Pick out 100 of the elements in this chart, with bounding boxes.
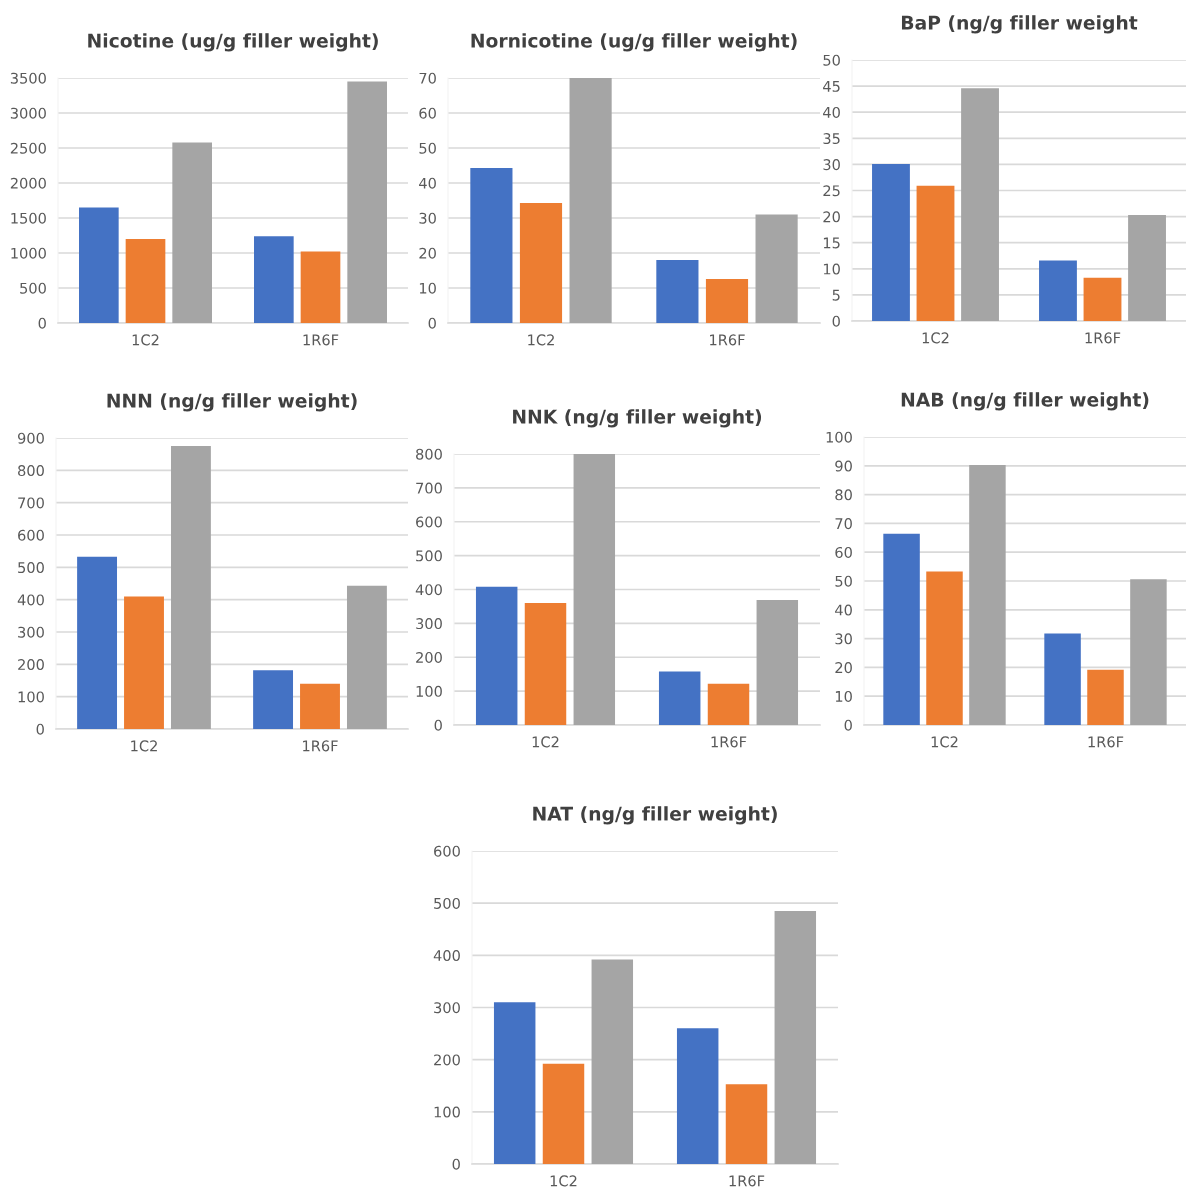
bar [705,278,749,323]
y-tick-label: 30 [419,212,436,224]
y-tick-label: 45 [823,81,840,92]
y-tick-label: 500 [434,897,460,909]
bar [519,202,563,323]
y-tick-label: 100 [18,691,44,703]
y-tick-label: 10 [823,263,840,275]
bar [755,214,798,323]
bar [707,683,750,725]
bar [493,1002,536,1164]
x-tick-label: 1C2 [550,1175,577,1187]
chart-title: Nornicotine (ug/g filler weight) [471,33,797,52]
y-tick-label: 0 [452,1158,460,1170]
y-tick-label: 30 [823,159,840,171]
bar [1128,215,1166,321]
y-tick-label: 300 [18,626,44,638]
bar [1039,260,1077,321]
bar [79,207,119,323]
x-tick-label: 1R6F [711,736,747,748]
y-tick-label: 35 [823,133,840,145]
x-tick-label: 1R6F [729,1175,765,1187]
bar [961,88,999,321]
y-tick-label: 90 [835,460,852,472]
y-tick-label: 50 [823,54,840,66]
y-tick-label: 100 [434,1106,460,1118]
bar [725,1084,768,1164]
bar [916,185,955,321]
bar [1083,277,1122,321]
bar [872,163,910,321]
bar [591,959,634,1164]
bar [1044,633,1081,725]
bar [170,446,211,729]
y-tick-label: 1000 [11,247,46,259]
y-tick-label: 40 [823,106,840,118]
y-tick-label: 200 [416,651,442,663]
bar [470,167,513,323]
y-tick-label: 300 [416,618,442,630]
y-tick-label: 40 [835,604,852,616]
x-tick-label: 1R6F [1085,332,1121,344]
y-tick-label: 15 [823,237,840,249]
y-tick-label: 0 [832,315,840,327]
x-tick-label: 1C2 [131,740,157,752]
y-tick-label: 20 [823,211,840,223]
y-tick-label: 80 [835,489,852,501]
y-tick-label: 70 [835,518,852,530]
y-tick-label: 20 [835,662,852,674]
bar [347,81,387,323]
x-tick-label: 1C2 [922,332,949,344]
x-tick-label: 1C2 [931,736,958,748]
y-tick-label: 50 [419,142,436,154]
bar [300,251,341,323]
y-tick-label: 3000 [10,107,46,119]
chart-title: NAB (ng/g filler weight) [901,392,1149,411]
y-tick-label: 3500 [10,72,46,84]
bar [300,683,340,729]
y-tick-label: 600 [18,529,44,541]
y-tick-label: 25 [823,185,840,197]
bar [124,596,164,729]
bar [569,78,612,323]
y-tick-label: 0 [38,317,46,329]
y-tick-label: 2000 [10,177,46,189]
x-tick-label: 1C2 [132,334,159,346]
y-tick-label: 600 [416,516,442,528]
y-tick-label: 70 [419,72,436,84]
x-tick-label: 1R6F [303,334,339,346]
y-tick-label: 500 [20,282,46,294]
bar [883,533,920,725]
y-tick-label: 10 [419,282,436,294]
chart-title: Nicotine (ug/g filler weight) [88,33,378,52]
x-tick-label: 1C2 [528,334,554,346]
y-tick-label: 900 [17,432,44,444]
bar [573,454,616,725]
y-tick-label: 5 [832,289,840,301]
bar [926,571,963,725]
y-tick-label: 0 [434,719,442,731]
y-tick-label: 20 [419,247,436,259]
bar [1130,579,1167,725]
bar [658,671,701,725]
y-tick-label: 200 [434,1054,460,1066]
y-tick-label: 100 [416,685,442,697]
y-tick-label: 700 [416,482,442,494]
y-tick-label: 800 [18,465,44,477]
y-tick-label: 1500 [11,212,46,224]
y-tick-label: 800 [416,448,442,460]
y-tick-label: 200 [18,659,44,671]
bar [524,603,567,725]
y-tick-label: 60 [835,546,852,558]
y-tick-label: 10 [835,690,852,702]
bar [542,1063,585,1164]
bar [475,586,518,725]
bar [253,670,294,729]
y-tick-label: 100 [826,431,852,443]
y-tick-label: 400 [433,950,460,962]
bar [969,464,1006,725]
chart-title: BaP (ng/g filler weight [901,15,1138,34]
bar [656,260,699,323]
y-tick-label: 30 [835,633,852,645]
y-tick-label: 400 [17,594,44,606]
bar [172,142,212,323]
chart-title: NAT (ng/g filler weight) [533,806,777,825]
